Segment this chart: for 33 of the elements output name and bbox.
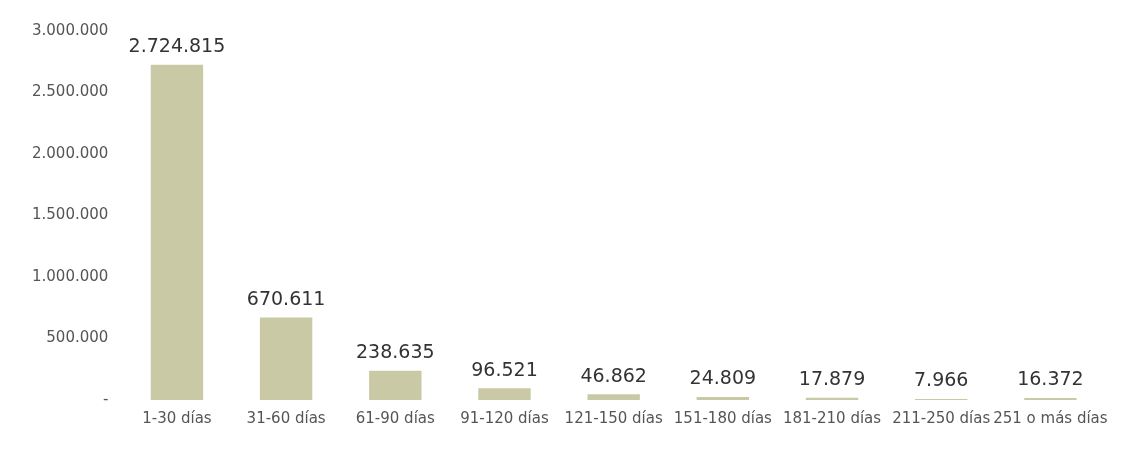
bar — [259, 317, 313, 400]
bar — [587, 394, 640, 400]
data-label: 2.724.815 — [128, 34, 226, 57]
x-tick-label: 31-60 días — [246, 408, 326, 427]
y-tick-label: 1.500.000 — [32, 205, 109, 224]
y-tick-label: - — [102, 389, 109, 408]
data-label: 238.635 — [356, 340, 435, 363]
data-label: 16.372 — [1017, 367, 1084, 390]
x-tick-label: 211-250 días — [892, 408, 991, 427]
bar — [805, 397, 859, 400]
y-tick-label: 1.000.000 — [32, 266, 109, 285]
y-tick-label: 500.000 — [46, 328, 109, 347]
x-tick-label: 181-210 días — [782, 408, 882, 427]
data-label: 46.862 — [580, 363, 647, 386]
y-tick-label: 2.000.000 — [32, 143, 109, 162]
bar — [369, 370, 422, 400]
x-tick-label: 1-30 días — [142, 408, 212, 427]
data-label: 24.809 — [689, 366, 757, 389]
y-tick-label: 2.500.000 — [32, 82, 109, 101]
data-label: 96.521 — [471, 357, 538, 380]
bar — [696, 396, 750, 400]
bar — [1024, 397, 1077, 400]
x-tick-label: 251 o más días — [993, 408, 1108, 427]
data-label: 7.966 — [914, 368, 969, 391]
x-tick-label: 91-120 días — [460, 408, 549, 427]
x-tick-label: 151-180 días — [673, 408, 773, 427]
x-tick-label: 121-150 días — [564, 408, 663, 427]
x-tick-label: 61-90 días — [355, 408, 436, 427]
bar — [150, 64, 204, 400]
data-label: 670.611 — [246, 286, 326, 309]
bar — [478, 388, 531, 400]
data-label: 17.879 — [798, 367, 866, 390]
y-tick-label: 3.000.000 — [32, 20, 109, 39]
